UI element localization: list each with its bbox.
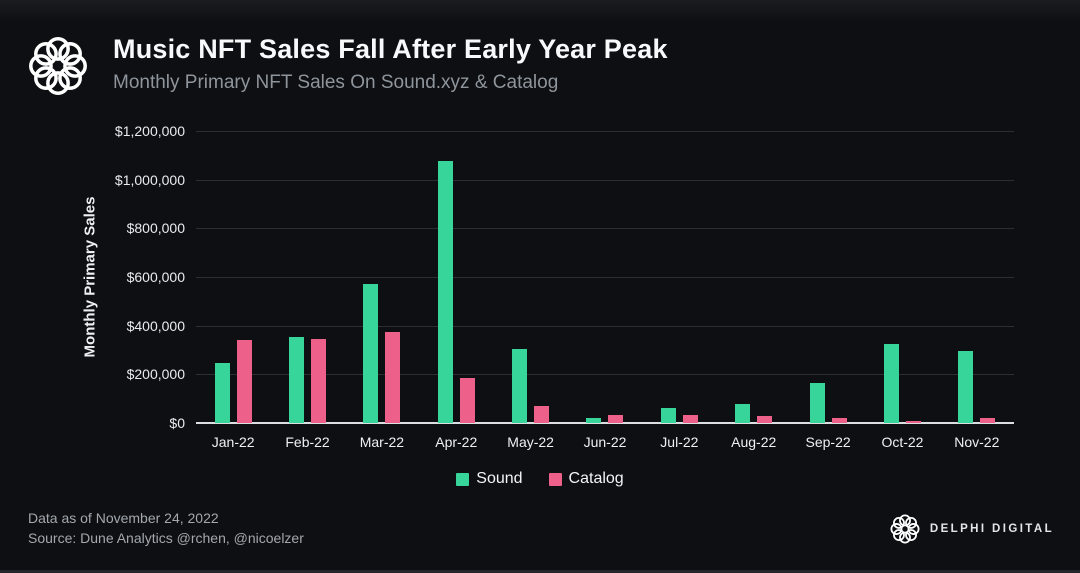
bar-catalog-apr-22 bbox=[459, 377, 475, 423]
bar-catalog-may-22 bbox=[534, 406, 550, 423]
bar-group bbox=[940, 131, 1014, 423]
bar-group bbox=[419, 131, 493, 423]
bar-catalog-jul-22 bbox=[682, 415, 698, 423]
footer-notes: Data as of November 24, 2022 Source: Dun… bbox=[28, 508, 304, 548]
bar-sound-may-22 bbox=[512, 348, 528, 423]
bar-catalog-feb-22 bbox=[311, 339, 327, 423]
y-axis-ticks: $1,200,000 $1,000,000 $800,000 $600,000 $400… bbox=[60, 123, 185, 431]
y-tick-label: $1,200,000 bbox=[114, 123, 185, 139]
bar-catalog-aug-22 bbox=[757, 415, 773, 423]
bar-catalog-oct-22 bbox=[905, 420, 921, 423]
bar-group bbox=[270, 131, 344, 423]
x-axis-label: Mar-22 bbox=[359, 434, 405, 450]
bar-sound-sep-22 bbox=[809, 382, 825, 423]
header: Music NFT Sales Fall After Early Year Pe… bbox=[113, 34, 668, 94]
x-axis-label: Nov-22 bbox=[954, 434, 1000, 450]
source-text: Source: Dune Analytics @rchen, @nicoelze… bbox=[28, 530, 304, 546]
legend-label: Catalog bbox=[568, 470, 624, 487]
y-tick-label: $800,000 bbox=[126, 220, 185, 236]
bar-sound-mar-22 bbox=[363, 284, 379, 423]
legend-swatch-catalog bbox=[548, 472, 562, 486]
gridline bbox=[196, 374, 1014, 376]
delphi-logo-small-icon bbox=[889, 513, 921, 545]
y-tick-label: $200,000 bbox=[126, 366, 185, 382]
bar-catalog-jan-22 bbox=[236, 339, 252, 423]
x-axis-label: Apr-22 bbox=[435, 434, 478, 450]
bar-sound-jun-22 bbox=[586, 417, 602, 423]
y-tick-label: $1,000,000 bbox=[114, 172, 185, 188]
x-axis-label: Oct-22 bbox=[881, 434, 924, 450]
x-axis-label: Aug-22 bbox=[731, 434, 777, 450]
bar-group bbox=[791, 131, 865, 423]
x-axis-label: May-22 bbox=[507, 434, 554, 450]
x-axis-label: Jun-22 bbox=[583, 434, 627, 450]
bar-catalog-jun-22 bbox=[608, 414, 624, 423]
bar-group bbox=[196, 131, 270, 423]
y-tick-label: $0 bbox=[169, 415, 185, 431]
x-axis-label: Jul-22 bbox=[660, 434, 699, 450]
gridline bbox=[196, 228, 1014, 230]
data-as-of-text: Data as of November 24, 2022 bbox=[28, 510, 219, 526]
bar-group bbox=[717, 131, 791, 423]
gridline bbox=[196, 325, 1014, 327]
bar-group bbox=[568, 131, 642, 423]
bar-sound-aug-22 bbox=[735, 403, 751, 423]
x-axis-label: Sep-22 bbox=[805, 434, 851, 450]
x-axis-labels: Jan-22 Feb-22 Mar-22 Apr-22 May-22 Jun-22 Jul-… bbox=[196, 432, 1014, 452]
x-axis-label: Jan-22 bbox=[211, 434, 255, 450]
bar-group bbox=[493, 131, 567, 423]
legend: Sound Catalog bbox=[0, 470, 1080, 488]
bar-catalog-mar-22 bbox=[385, 331, 401, 423]
delphi-logo-icon bbox=[26, 34, 90, 98]
y-tick-label: $600,000 bbox=[126, 269, 185, 285]
page-title: Music NFT Sales Fall After Early Year Pe… bbox=[113, 34, 668, 64]
bar-sound-nov-22 bbox=[958, 351, 974, 423]
bar-group bbox=[642, 131, 716, 423]
bar-group bbox=[865, 131, 939, 423]
legend-item-sound: Sound bbox=[456, 470, 523, 488]
bar-sound-oct-22 bbox=[883, 343, 899, 423]
bar-sound-jan-22 bbox=[214, 363, 230, 423]
page-subtitle: Monthly Primary NFT Sales On Sound.xyz &… bbox=[113, 72, 559, 93]
legend-item-catalog: Catalog bbox=[548, 470, 624, 488]
bar-sound-apr-22 bbox=[437, 161, 453, 423]
plot-area bbox=[196, 131, 1014, 424]
x-axis-label: Feb-22 bbox=[285, 434, 330, 450]
legend-swatch-sound bbox=[456, 472, 470, 486]
bar-catalog-nov-22 bbox=[980, 418, 996, 423]
bar-group bbox=[345, 131, 419, 423]
brand-wordmark: DELPHI DIGITAL bbox=[929, 523, 1054, 535]
gridline bbox=[196, 179, 1014, 181]
gridline bbox=[196, 131, 1014, 132]
x-axis-line bbox=[196, 422, 1014, 424]
brand: DELPHI DIGITAL bbox=[889, 513, 1054, 545]
bar-sound-jul-22 bbox=[660, 408, 676, 423]
legend-label: Sound bbox=[476, 470, 523, 487]
gridline bbox=[196, 277, 1014, 278]
y-tick-label: $400,000 bbox=[126, 318, 185, 334]
bar-catalog-sep-22 bbox=[831, 417, 847, 423]
bar-sound-feb-22 bbox=[289, 337, 305, 423]
